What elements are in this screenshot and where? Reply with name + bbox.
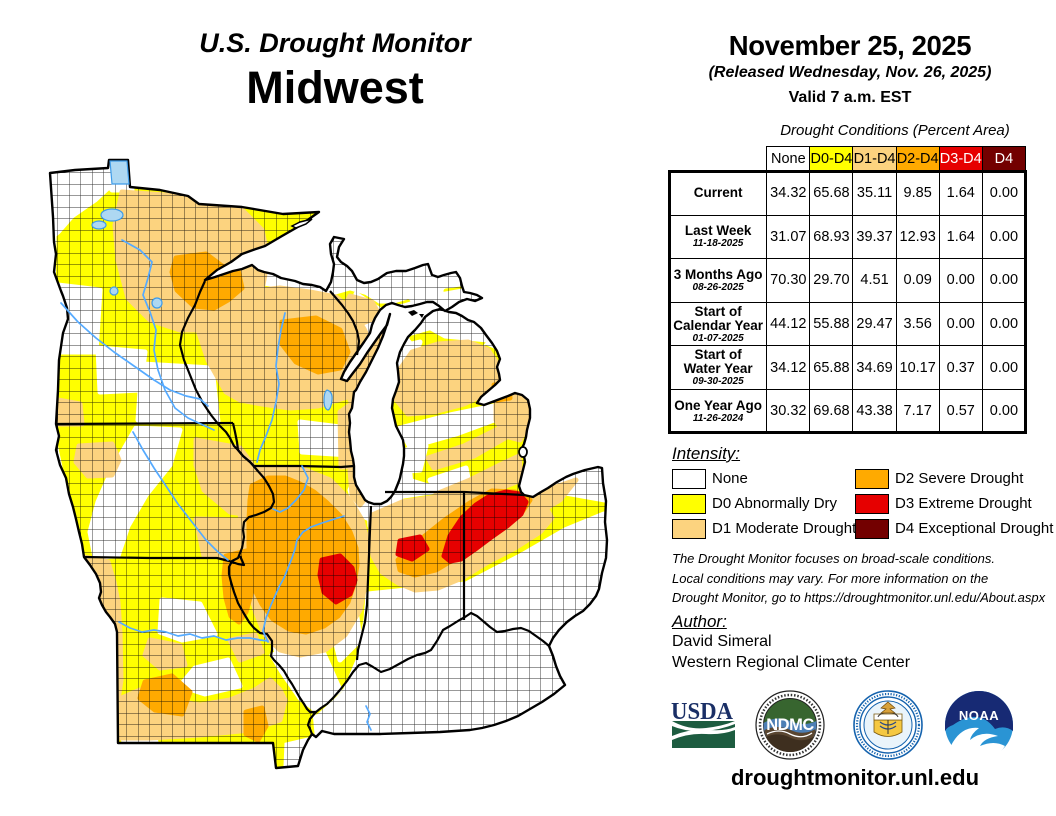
svg-text:NOAA: NOAA bbox=[959, 708, 999, 723]
svg-text:USDA: USDA bbox=[671, 699, 734, 725]
svg-text:NDMC: NDMC bbox=[766, 716, 814, 734]
